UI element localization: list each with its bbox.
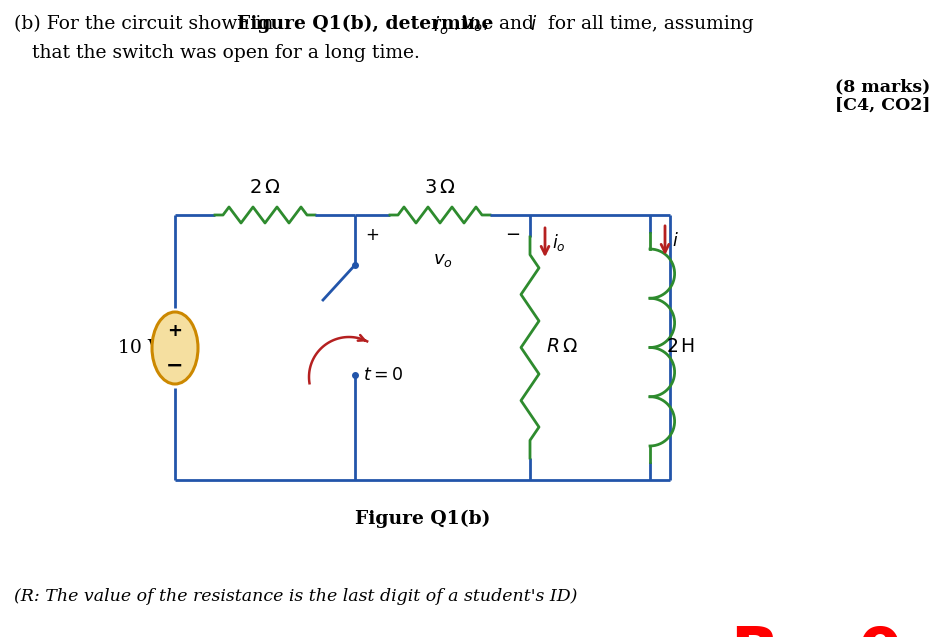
Text: $i_o$: $i_o$ (551, 232, 565, 253)
Text: $, v_o,$: $, v_o,$ (452, 15, 488, 34)
Text: (8 marks): (8 marks) (834, 78, 929, 95)
Text: −: − (166, 356, 183, 376)
Text: $\bf{R{=}0}$: $\bf{R{=}0}$ (729, 625, 900, 637)
Text: $R\,\Omega$: $R\,\Omega$ (546, 338, 577, 357)
Text: $i_o$: $i_o$ (428, 15, 448, 38)
Text: $i$: $i$ (671, 231, 678, 250)
Ellipse shape (152, 312, 198, 384)
Text: +: + (364, 226, 379, 244)
Text: $v_o$: $v_o$ (432, 251, 452, 269)
Text: (b) For the circuit shown in: (b) For the circuit shown in (14, 15, 279, 33)
Text: (R: The value of the resistance is the last digit of a student's ID): (R: The value of the resistance is the l… (14, 588, 577, 605)
Text: Figure Q1(b): Figure Q1(b) (354, 510, 490, 528)
Text: for all time, assuming: for all time, assuming (542, 15, 752, 33)
Text: [C4, CO2]: [C4, CO2] (834, 97, 929, 114)
Text: Figure Q1(b), determine: Figure Q1(b), determine (237, 15, 493, 33)
Text: $t=0$: $t=0$ (362, 367, 402, 384)
Text: +: + (167, 322, 182, 340)
Text: and: and (493, 15, 539, 33)
Text: that the switch was open for a long time.: that the switch was open for a long time… (32, 44, 419, 62)
Text: $3\,\Omega$: $3\,\Omega$ (424, 179, 455, 197)
Text: $i$: $i$ (530, 15, 536, 34)
Text: 10 V: 10 V (117, 339, 160, 357)
Text: $2\,\mathrm{H}$: $2\,\mathrm{H}$ (666, 338, 695, 357)
Text: $2\,\Omega$: $2\,\Omega$ (249, 179, 280, 197)
Text: −: − (504, 226, 519, 244)
